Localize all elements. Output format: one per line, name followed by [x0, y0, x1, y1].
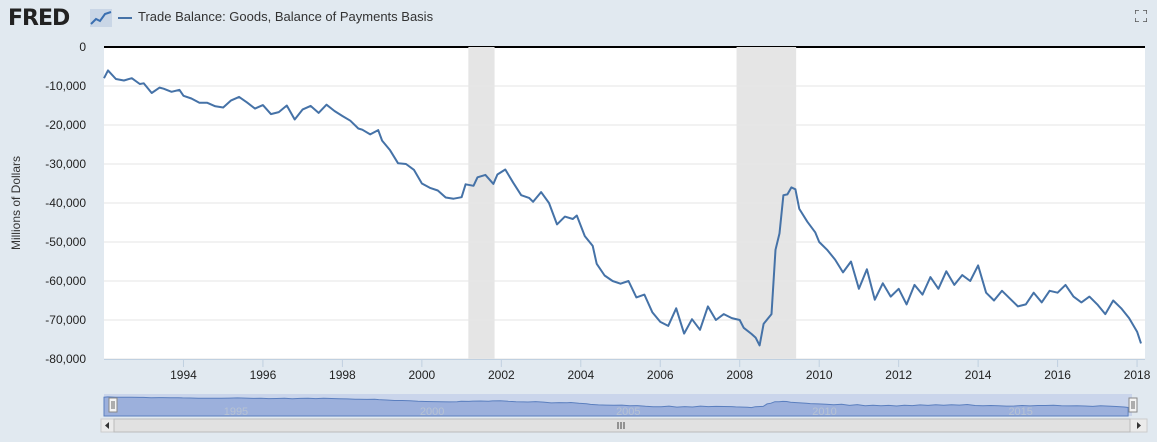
navigator-right-handle[interactable]: [1128, 397, 1138, 413]
x-axis: 1994 1996 1998 2000 2002 2004 2006 2008 2010 2012…: [104, 359, 1151, 382]
y-tick-label: -50,000: [45, 235, 86, 249]
y-tick-label: -30,000: [45, 157, 86, 171]
x-tick-label: 2002: [488, 368, 515, 382]
y-axis: 0 -10,000 -20,000 -30,000 -40,000 -50,000 -60,…: [45, 40, 86, 366]
x-tick-label: 2010: [806, 368, 833, 382]
x-tick-label: 2004: [567, 368, 594, 382]
y-tick-label: -20,000: [45, 118, 86, 132]
x-tick-label: 2000: [409, 368, 436, 382]
navigator-tick-label: 1995: [224, 406, 248, 418]
x-tick-label: 1996: [250, 368, 277, 382]
x-tick-label: 2018: [1124, 368, 1151, 382]
navigator-tick-label: 2000: [420, 406, 444, 418]
x-tick-label: 2014: [965, 368, 992, 382]
navigator-tick-label: 2010: [812, 406, 836, 418]
x-tick-label: 1994: [170, 368, 197, 382]
navigator[interactable]: 1995 2000 2005 2010 2015: [103, 394, 1138, 418]
y-tick-label: -70,000: [45, 313, 86, 327]
y-tick-label: -60,000: [45, 274, 86, 288]
y-tick-label: -40,000: [45, 196, 86, 210]
y-tick-label: 0: [79, 40, 86, 54]
x-tick-label: 2016: [1044, 368, 1071, 382]
scroll-right-arrow-icon[interactable]: [1137, 422, 1141, 429]
scrollbar-thumb[interactable]: [113, 418, 1131, 433]
x-tick-label: 1998: [329, 368, 356, 382]
legend[interactable]: Trade Balance: Goods, Balance of Payment…: [118, 9, 433, 24]
trend-line-icon: [90, 9, 112, 27]
navigator-left-handle[interactable]: [108, 397, 118, 413]
chart-header: FRED Trade Balance: Goods, Balance of Pa…: [0, 0, 1157, 36]
x-tick-label: 2012: [885, 368, 912, 382]
navigator-tick-label: 2005: [616, 406, 640, 418]
y-tick-label: -10,000: [45, 79, 86, 93]
legend-label: Trade Balance: Goods, Balance of Payment…: [138, 9, 434, 24]
series-line: [103, 69, 1142, 347]
scroll-left-arrow-icon[interactable]: [105, 422, 109, 429]
fred-logo[interactable]: FRED: [8, 6, 70, 31]
x-tick-label: 2008: [726, 368, 753, 382]
x-tick-label: 2006: [647, 368, 674, 382]
legend-swatch: [118, 16, 132, 19]
navigator-area: [103, 396, 1129, 417]
scrollbar[interactable]: [100, 418, 1148, 433]
y-tick-label: -80,000: [45, 352, 86, 366]
navigator-tick-label: 2015: [1008, 406, 1032, 418]
series: [103, 69, 1142, 347]
